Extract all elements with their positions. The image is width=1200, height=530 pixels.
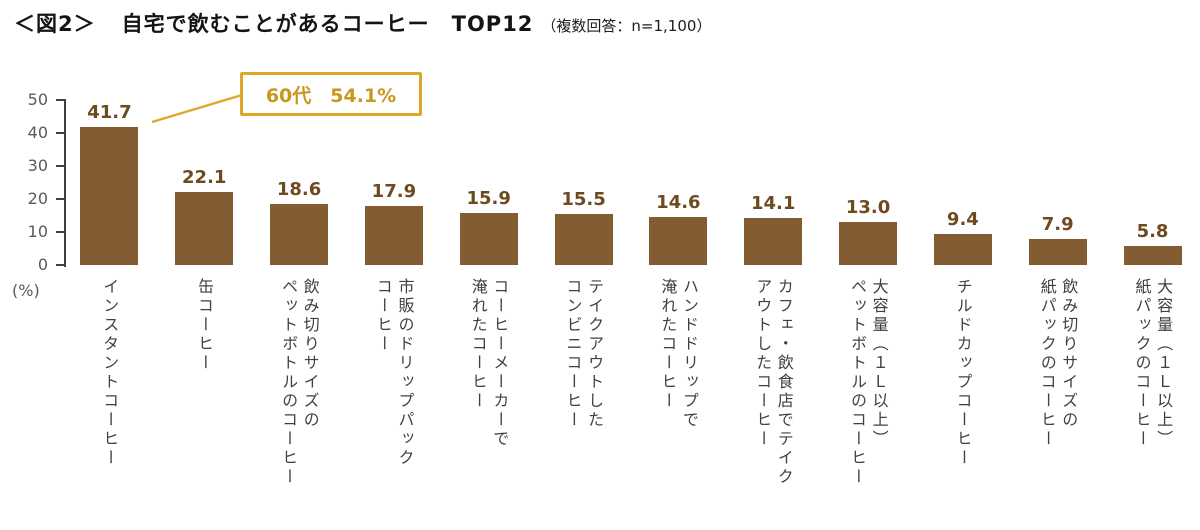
bar-value-label: 9.4 xyxy=(946,208,979,230)
x-axis-category-label: インスタントコーヒー xyxy=(100,278,120,468)
figure-number: ＜図2＞ xyxy=(14,12,96,36)
bar-column: 7.9 飲み切りサイズの 紙パックのコーヒー xyxy=(1010,0,1105,530)
x-axis-category-label: 市販のドリップパック コーヒー xyxy=(373,278,415,468)
bar-value-label: 15.5 xyxy=(561,188,606,210)
bar-column: 18.6 飲み切りサイズの ペットボトルのコーヒー xyxy=(252,0,347,530)
bar xyxy=(744,218,803,265)
callout-box: 60代 54.1% xyxy=(240,72,422,116)
x-axis-category-label: テイクアウトした コンビニコーヒー xyxy=(563,278,605,430)
y-tick-label: 0 xyxy=(37,255,48,274)
bar-value-label: 41.7 xyxy=(87,102,132,124)
bar xyxy=(270,203,329,265)
bar-column: 15.9 コーヒーメーカーで 淹れたコーヒー xyxy=(441,0,536,530)
bar-column: 14.1 カフェ・飲食店でテイク アウトしたコーヒー xyxy=(726,0,821,530)
y-axis-unit-label: (%) xyxy=(12,281,40,300)
title-text: 自宅で飲むことがあるコーヒー TOP12 xyxy=(121,12,534,36)
y-tick-label: 30 xyxy=(27,156,48,175)
bar-column: 5.8 大容量（１Ｌ以上） 紙パックのコーヒー xyxy=(1105,0,1200,530)
bar xyxy=(933,233,992,265)
bar-value-label: 14.1 xyxy=(750,193,796,215)
y-tick-mark xyxy=(56,99,64,101)
x-axis-category-label: 缶コーヒー xyxy=(195,278,215,373)
bar xyxy=(175,192,234,265)
bar xyxy=(364,205,423,265)
bar-column: 41.7 インスタントコーヒー xyxy=(62,0,157,530)
bar-value-label: 18.6 xyxy=(276,178,322,200)
bar-value-label: 7.9 xyxy=(1041,213,1074,235)
y-tick-label: 10 xyxy=(27,222,48,241)
y-tick-mark xyxy=(56,264,64,266)
y-tick-label: 20 xyxy=(27,189,48,208)
bar xyxy=(459,212,518,265)
plot-area: 41.7 インスタントコーヒー 22.1 缶コーヒー 18.6 飲み切りサイズの ペットボ… xyxy=(62,0,1200,530)
bar xyxy=(554,213,613,265)
bar xyxy=(1123,245,1182,265)
bar-column: 14.6 ハンドドリップで 淹れたコーヒー xyxy=(631,0,726,530)
bar-column: 17.9 市販のドリップパック コーヒー xyxy=(346,0,441,530)
x-axis-category-label: コーヒーメーカーで 淹れたコーヒー xyxy=(468,278,510,449)
bar xyxy=(649,216,708,265)
y-axis-line xyxy=(64,99,66,267)
callout-text: 60代 54.1% xyxy=(265,84,397,107)
x-axis-category-label: 飲み切りサイズの ペットボトルのコーヒー xyxy=(279,278,320,487)
y-tick-mark xyxy=(56,165,64,167)
bar-column: 15.5 テイクアウトした コンビニコーヒー xyxy=(536,0,631,530)
bar xyxy=(839,222,898,265)
bar-value-label: 22.1 xyxy=(182,167,227,189)
x-axis-category-label: カフェ・飲食店でテイク アウトしたコーヒー xyxy=(753,278,794,487)
bar-column: 9.4 チルドカップコーヒー xyxy=(915,0,1010,530)
bar-value-label: 14.6 xyxy=(656,191,701,213)
x-axis-category-label: 大容量（１Ｌ以上） ペットボトルのコーヒー xyxy=(848,278,889,487)
bar-value-label: 15.9 xyxy=(466,187,511,209)
bar-value-label: 5.8 xyxy=(1136,220,1169,242)
y-tick-mark xyxy=(56,198,64,200)
x-axis-category-label: 飲み切りサイズの 紙パックのコーヒー xyxy=(1037,278,1079,449)
callout-leader-line xyxy=(151,93,243,124)
y-tick-mark xyxy=(56,231,64,233)
bar-value-label: 13.0 xyxy=(845,197,891,219)
x-axis-category-label: 大容量（１Ｌ以上） 紙パックのコーヒー xyxy=(1132,278,1174,449)
x-axis-category-label: ハンドドリップで 淹れたコーヒー xyxy=(658,278,699,430)
bar xyxy=(80,127,139,265)
x-axis-category-label: チルドカップコーヒー xyxy=(953,278,973,468)
chart-title: ＜図2＞ 自宅で飲むことがあるコーヒー TOP12 （複数回答：n=1,100） xyxy=(14,8,711,38)
bar-column: 13.0 大容量（１Ｌ以上） ペットボトルのコーヒー xyxy=(821,0,916,530)
y-tick-label: 40 xyxy=(27,123,48,142)
y-tick-mark xyxy=(56,132,64,134)
bar-column: 22.1 缶コーヒー xyxy=(157,0,252,530)
bar-value-label: 17.9 xyxy=(371,180,417,202)
y-tick-label: 50 xyxy=(27,90,48,109)
bar xyxy=(1028,238,1087,265)
title-note: （複数回答：n=1,100） xyxy=(541,17,712,35)
